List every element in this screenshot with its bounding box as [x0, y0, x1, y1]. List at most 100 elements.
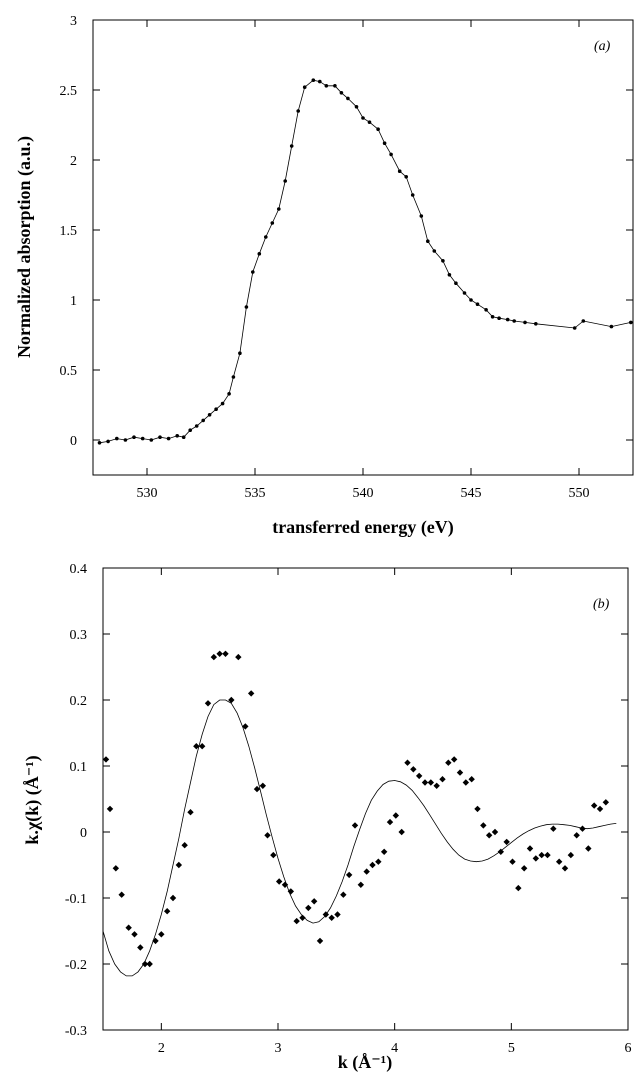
- panel-a-data-point: [441, 259, 445, 263]
- panel-b-data-point: [216, 650, 223, 657]
- panel-b-data-point: [596, 805, 604, 813]
- panel-a-data-point: [277, 207, 281, 211]
- panel-a-data-point: [302, 85, 307, 89]
- panel-b-data-point: [204, 700, 212, 707]
- panel-b-data-point: [228, 696, 235, 704]
- panel-a-data-point: [475, 302, 480, 307]
- panel-b-data-point: [369, 861, 376, 869]
- panel-a-data-point: [140, 436, 145, 441]
- panel-b-ylabel: k.χ(k) (Å⁻¹): [22, 755, 43, 844]
- panel-a-data-point: [490, 315, 495, 319]
- panel-b-data-point: [198, 743, 206, 750]
- panel-a-xtick-label: 540: [353, 486, 374, 501]
- panel-a-data-point: [123, 438, 128, 442]
- panel-a-data-point: [462, 291, 467, 295]
- panel-a-data-point: [97, 441, 102, 445]
- panel-b-data-point: [351, 822, 359, 829]
- panel-b-ytick-label: 0.2: [70, 694, 88, 709]
- panel-b-data-point: [310, 898, 318, 905]
- panel-b-ytick-label: -0.1: [65, 892, 87, 907]
- panel-a-ytick-label: 0.5: [60, 364, 78, 379]
- panel-a-data-point: [311, 78, 316, 82]
- panel-a-data-point: [426, 239, 430, 243]
- panel-a-data-point: [397, 169, 402, 173]
- panel-b-data-point: [275, 878, 283, 885]
- panel-b-ytick-label: 0.4: [70, 562, 88, 577]
- panel-a-data-point: [214, 407, 218, 412]
- panel-a-data-point: [497, 316, 501, 321]
- panel-a-data-point: [318, 79, 322, 84]
- panel-a-ylabel: Normalized absorption (a.u.): [14, 136, 35, 358]
- panel-b-data-point: [118, 891, 125, 898]
- panel-b-data-point: [433, 782, 440, 789]
- panel-b-series-1-line: [102, 699, 617, 977]
- panel-a-ytick-label: 1.5: [60, 224, 78, 239]
- panel-a-data-point: [581, 319, 586, 323]
- panel-b-data-point: [579, 825, 586, 832]
- panel-a-data-point: [201, 418, 205, 423]
- panel-a-data-point: [609, 324, 614, 329]
- panel-b-data-point: [131, 931, 138, 938]
- panel-b-data-point: [106, 805, 114, 813]
- panel-a-ytick-label: 3: [70, 14, 77, 29]
- panel-a-data-point: [572, 326, 577, 330]
- panel-a-data-point: [346, 96, 350, 101]
- panel-b-data-point: [175, 861, 183, 869]
- panel-b-data-point: [137, 944, 144, 951]
- panel-b-ytick-label: -0.3: [65, 1024, 87, 1039]
- panel-a-xtick-label: 550: [569, 486, 590, 501]
- panel-b-data-point: [163, 908, 171, 915]
- panel-b-data-point: [141, 960, 149, 968]
- panel-a-ticks: 530 535 540 545 550 0 0.5 1 1.5 2 2.5 3: [60, 14, 633, 501]
- panel-a-xtick-label: 545: [461, 486, 482, 501]
- panel-a-xlabel: transferred energy (eV): [272, 517, 454, 538]
- panel-b-data-point: [305, 904, 312, 912]
- panel-b-ytick-label: 0.1: [70, 760, 88, 775]
- panel-b-data-point: [415, 772, 423, 780]
- panel-b-plot: [102, 650, 617, 977]
- panel-b-label: (b): [593, 597, 610, 612]
- panel-b-data-point: [526, 845, 534, 852]
- panel-b-data-point: [538, 851, 545, 859]
- panel-a-data-point: [629, 320, 633, 325]
- panel-b-data-point: [328, 914, 335, 921]
- panel-b-data-point: [602, 799, 610, 806]
- panel-b-data-point: [334, 911, 341, 918]
- panel-a-data-point: [220, 401, 225, 406]
- panel-b-data-point: [561, 865, 569, 872]
- panel-b-data-point: [445, 759, 452, 766]
- panel-a-data-point: [106, 439, 110, 444]
- panel-b-data-point: [169, 894, 177, 902]
- panel-b-data-point: [299, 914, 306, 921]
- panel-a-data-point: [404, 175, 409, 179]
- panel-b-data-point: [210, 653, 218, 661]
- panel-a-data-point: [244, 305, 249, 309]
- panel-a-plot: [97, 78, 633, 445]
- panel-a-data-point: [469, 298, 473, 302]
- panel-a-data-point: [175, 434, 179, 438]
- panel-b-data-point: [242, 723, 249, 730]
- panel-b-data-point: [222, 650, 229, 657]
- panel-b-data-point: [497, 848, 505, 855]
- panel-a-label: (a): [594, 39, 611, 54]
- panel-b-data-point: [264, 832, 271, 839]
- panel-a-data-point: [447, 273, 452, 277]
- panel-b: 2 3 4 5 6 -0.3 -0.2 -0.1 0 0.1 0.2 0.3 0.4 (b) k (Å⁻…: [22, 562, 632, 1073]
- panel-a-data-point: [149, 438, 154, 442]
- panel-a-data-point: [512, 319, 516, 323]
- panel-b-data-point: [427, 779, 435, 786]
- panel-b-data-point: [112, 865, 120, 872]
- panel-b-data-point: [357, 881, 365, 888]
- panel-b-data-point: [515, 884, 522, 892]
- panel-a-data-point: [376, 127, 380, 131]
- panel-b-data-point: [532, 855, 540, 862]
- panel-b-data-point: [567, 851, 575, 859]
- panel-b-data-point: [491, 828, 499, 836]
- panel-a-data-point: [289, 144, 294, 148]
- panel-b-data-point: [544, 851, 551, 859]
- panel-b-data-point: [474, 805, 481, 813]
- panel-b-xtick-label: 5: [508, 1041, 515, 1056]
- panel-a-data-point: [194, 424, 199, 428]
- panel-b-data-point: [187, 809, 194, 816]
